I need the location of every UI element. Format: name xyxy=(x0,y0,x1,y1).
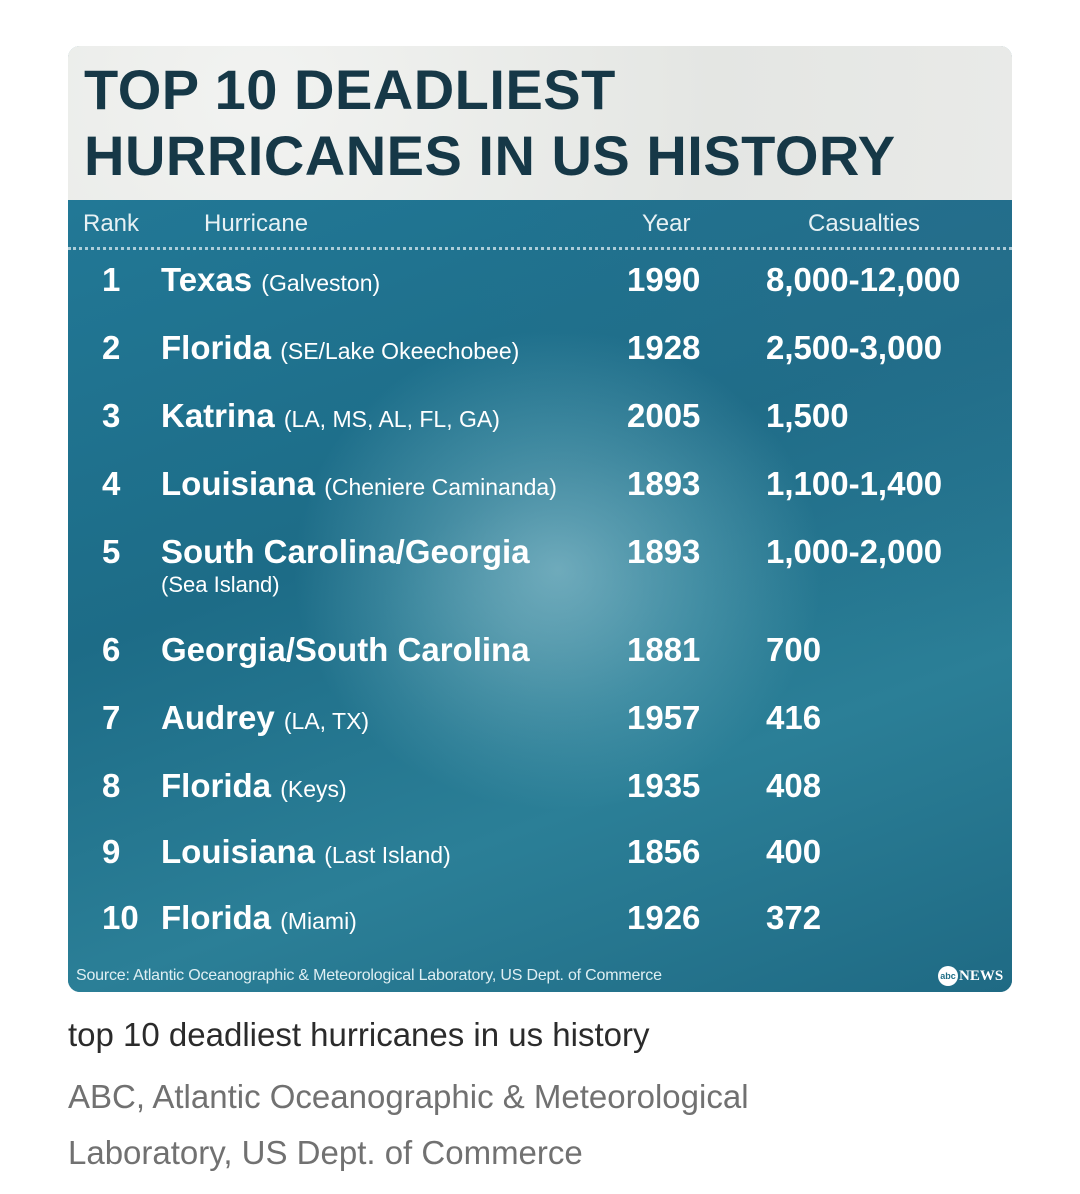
row-rank: 6 xyxy=(102,631,121,668)
row-year: 1928 xyxy=(627,329,701,366)
row-rank: 7 xyxy=(102,699,121,736)
hurricane-location: (Keys) xyxy=(280,776,347,802)
row-year: 1926 xyxy=(627,899,701,936)
column-header-casualties: Casualties xyxy=(808,210,921,237)
chart-title-line-2: HURRICANES IN US HISTORY xyxy=(84,124,896,187)
hurricane-name: Audrey xyxy=(161,699,275,736)
hurricane-location: (Galveston) xyxy=(261,270,381,296)
row-hurricane: Florida (Keys) xyxy=(161,766,347,809)
row-casualties: 408 xyxy=(766,767,822,804)
row-hurricane: Florida (SE/Lake Okeechobee) xyxy=(161,328,519,371)
title-banner: TOP 10 DEADLIEST HURRICANES IN US HISTOR… xyxy=(68,46,1012,200)
hurricane-name: Louisiana xyxy=(161,465,316,502)
row-hurricane: South Carolina/Georgia xyxy=(161,532,530,572)
hurricane-name: Florida xyxy=(161,899,272,936)
row-rank: 9 xyxy=(102,833,121,870)
table-row: 3 Katrina (LA, MS, AL, FL, GA) 2005 1,500 xyxy=(68,396,1012,446)
row-rank: 5 xyxy=(102,533,121,570)
hurricane-name: Louisiana xyxy=(161,833,316,870)
table-row: 8 Florida (Keys) 1935 408 xyxy=(68,766,1012,816)
source-note: Source: Atlantic Oceanographic & Meteoro… xyxy=(76,967,662,984)
abc-logo-mark: abc xyxy=(938,966,958,986)
hurricane-name: South Carolina/Georgia xyxy=(161,533,530,570)
chart-title-line-1: TOP 10 DEADLIEST xyxy=(84,58,616,121)
table-row: 6 Georgia/South Carolina 1881 700 xyxy=(68,630,1012,680)
image-credit-line-1: ABC, Atlantic Oceanographic & Meteorolog… xyxy=(68,1078,749,1115)
row-year: 1935 xyxy=(627,767,701,804)
table-row: 1 Texas (Galveston) 1990 8,000-12,000 xyxy=(68,260,1012,310)
abc-logo-word: NEWS xyxy=(959,967,1004,984)
hurricane-location: (LA, MS, AL, FL, GA) xyxy=(283,406,500,432)
hurricane-location: (Sea Island) xyxy=(161,572,280,597)
hurricane-table: Rank Hurricane Year Casualties 1 Texas (G… xyxy=(68,200,1012,992)
hurricane-name: Florida xyxy=(161,767,272,804)
table-row: 7 Audrey (LA, TX) 1957 416 xyxy=(68,698,1012,748)
table-row: 5 South Carolina/Georgia (Sea Island) 1893 1… xyxy=(68,532,1012,597)
row-casualties: 400 xyxy=(766,833,822,870)
table-row: 9 Louisiana (Last Island) 1856 400 xyxy=(68,832,1012,882)
row-year: 1957 xyxy=(627,699,701,736)
hurricane-location: (Miami) xyxy=(280,908,357,934)
row-rank: 4 xyxy=(102,465,121,502)
column-header-year: Year xyxy=(642,210,691,237)
row-rank: 3 xyxy=(102,397,121,434)
infographic-card: TOP 10 DEADLIEST HURRICANES IN US HISTOR… xyxy=(68,46,1012,992)
row-year: 1856 xyxy=(627,833,701,870)
image-credit-line-2: Laboratory, US Dept. of Commerce xyxy=(68,1134,583,1171)
hurricane-location: (Last Island) xyxy=(324,842,451,868)
row-year: 2005 xyxy=(627,397,701,434)
hurricane-name: Texas xyxy=(161,261,253,298)
row-hurricane: Texas (Galveston) xyxy=(161,260,380,303)
hurricane-location: (LA, TX) xyxy=(283,708,370,734)
image-caption: top 10 deadliest hurricanes in us histor… xyxy=(68,1016,650,1053)
hurricane-location: (SE/Lake Okeechobee) xyxy=(280,338,520,364)
row-year: 1881 xyxy=(627,631,701,668)
row-year: 1990 xyxy=(627,261,701,298)
row-rank: 10 xyxy=(102,899,139,936)
row-casualties: 1,000-2,000 xyxy=(766,533,943,570)
hurricane-name: Florida xyxy=(161,329,272,366)
row-hurricane: Audrey (LA, TX) xyxy=(161,698,369,741)
row-casualties: 2,500-3,000 xyxy=(766,329,943,366)
row-casualties: 700 xyxy=(766,631,822,668)
row-casualties: 8,000-12,000 xyxy=(766,261,961,298)
row-casualties: 1,500 xyxy=(766,397,849,434)
hurricane-location: (Cheniere Caminanda) xyxy=(324,474,557,500)
hurricane-name: Georgia/South Carolina xyxy=(161,631,530,668)
table-row: 4 Louisiana (Cheniere Caminanda) 1893 1,100… xyxy=(68,464,1012,514)
row-hurricane: Louisiana (Cheniere Caminanda) xyxy=(161,464,557,507)
row-hurricane: Florida (Miami) xyxy=(161,898,357,941)
table-row: 2 Florida (SE/Lake Okeechobee) 1928 2,500-3… xyxy=(68,328,1012,378)
row-casualties: 372 xyxy=(766,899,822,936)
row-casualties: 416 xyxy=(766,699,822,736)
column-header-rank: Rank xyxy=(83,210,140,237)
abc-news-logo: abc NEWS xyxy=(938,966,1003,986)
row-rank: 2 xyxy=(102,329,121,366)
row-year: 1893 xyxy=(627,533,701,570)
table-row: 10 Florida (Miami) 1926 372 xyxy=(68,898,1012,948)
row-hurricane: Katrina (LA, MS, AL, FL, GA) xyxy=(161,396,500,439)
row-casualties: 1,100-1,400 xyxy=(766,465,943,502)
row-year: 1893 xyxy=(627,465,701,502)
header-divider xyxy=(68,247,1012,250)
row-rank: 1 xyxy=(102,261,121,298)
hurricane-name: Katrina xyxy=(161,397,275,434)
row-rank: 8 xyxy=(102,767,121,804)
row-hurricane: Louisiana (Last Island) xyxy=(161,832,451,875)
row-hurricane: Georgia/South Carolina xyxy=(161,630,530,670)
column-header-hurricane: Hurricane xyxy=(204,210,309,237)
